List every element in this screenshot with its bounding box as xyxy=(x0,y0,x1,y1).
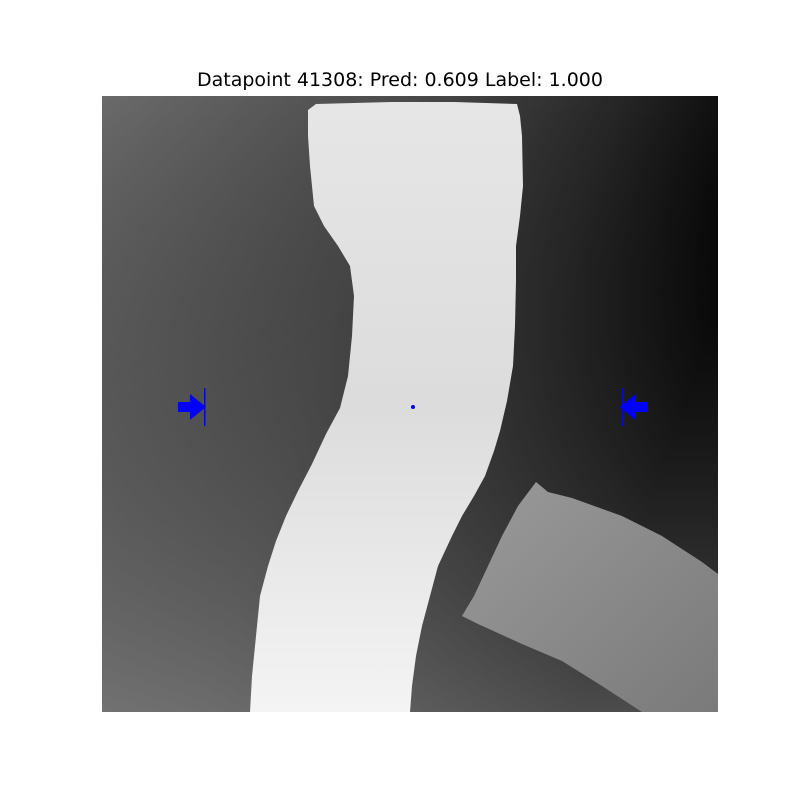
right-arrow-icon xyxy=(178,388,206,426)
left-arrow-icon xyxy=(620,388,648,426)
arm-shape xyxy=(250,102,523,712)
center-dot-icon xyxy=(411,405,415,409)
box-shape xyxy=(462,482,718,712)
figure-title: Datapoint 41308: Pred: 0.609 Label: 1.00… xyxy=(197,69,603,91)
depth-image xyxy=(102,96,718,712)
